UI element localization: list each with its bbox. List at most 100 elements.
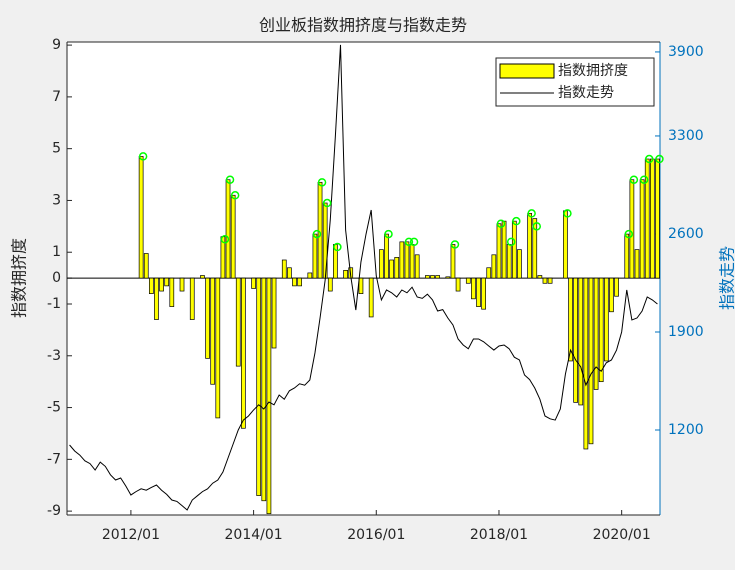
bar [379,249,384,279]
bar [143,253,149,279]
y-tick-label: -9 [47,503,61,519]
bar [511,220,517,279]
marker [225,175,235,184]
bar [430,275,435,279]
x-tick-label: 2016/01 [347,527,405,543]
bar [225,179,231,279]
marker [512,216,521,226]
bar [435,275,440,279]
bar [624,233,630,279]
bar [261,277,267,502]
y-tick-label: -7 [47,451,61,467]
bar [593,277,599,390]
bar [307,272,313,279]
bar [614,277,619,297]
bar [655,158,660,279]
marker [506,237,516,247]
marker [138,152,148,161]
marker [230,191,240,200]
bar [292,277,297,287]
chart-title: 创业板指数拥挤度与指数走势 [259,16,467,35]
bar [578,277,584,406]
bar [266,277,272,515]
marker [644,154,654,164]
index-line [69,44,658,511]
bar [583,277,589,450]
bar [471,277,476,300]
marker [624,229,634,239]
bar [481,277,486,310]
bar [486,267,492,279]
bar [148,277,154,294]
y-tick-label: -5 [47,400,61,416]
bar [609,277,614,313]
marker [384,229,393,239]
x-tick-label: 2020/01 [593,527,651,543]
bar [179,277,185,292]
bar [465,277,471,284]
bar [399,241,405,279]
bar [542,277,548,284]
bar [287,267,292,279]
bar [235,277,241,367]
marker [496,219,506,228]
bar [603,277,609,362]
bar [547,277,553,284]
bar [445,276,451,279]
x-tick-label: 2018/01 [470,527,528,543]
bar [629,179,635,279]
marker [639,175,649,184]
y2-tick-label: 3900 [668,44,704,60]
bar [241,277,246,429]
marker [532,222,542,231]
marker [527,209,536,218]
bar [527,213,532,279]
y-axis-label: 指数拥挤度 [10,238,29,318]
bar [414,254,420,279]
y-tick-label: -1 [47,296,61,312]
bar [501,220,507,279]
legend-label: 指数走势 [558,85,614,101]
marker [322,198,332,208]
bar [210,277,216,385]
marker [655,154,664,164]
bar [154,277,159,320]
bar [573,277,579,403]
y2-tick-label: 3300 [668,128,704,144]
marker [450,240,460,249]
y-tick-label: 1 [52,244,61,260]
y2-tick-label: 2600 [668,226,704,242]
bar [358,277,364,294]
bar [598,277,604,383]
bar [568,277,573,362]
bar [394,257,400,279]
y-tick-label: -3 [47,348,61,364]
bar [215,277,221,419]
bar [404,241,410,279]
y2-axis-label: 指数走势 [718,246,735,310]
bar [563,210,568,279]
y2-tick-label: 1200 [668,422,704,438]
bar [281,259,287,279]
marker [404,237,414,247]
legend-swatch [499,63,555,79]
bar [327,277,333,292]
y-tick-label: 5 [52,141,61,157]
bar [138,156,144,279]
y-tick-label: 9 [52,37,61,53]
marker [409,237,419,247]
bar [343,269,348,279]
bar [205,277,210,359]
marker [333,242,342,252]
bar [297,277,302,287]
bar [476,277,481,307]
bar [312,233,318,279]
y2-tick-label: 1900 [668,324,704,340]
bar [506,244,512,279]
x-tick-label: 2012/01 [102,527,160,543]
marker [220,235,230,244]
bar [164,277,170,287]
y-tick-label: 7 [52,89,61,105]
